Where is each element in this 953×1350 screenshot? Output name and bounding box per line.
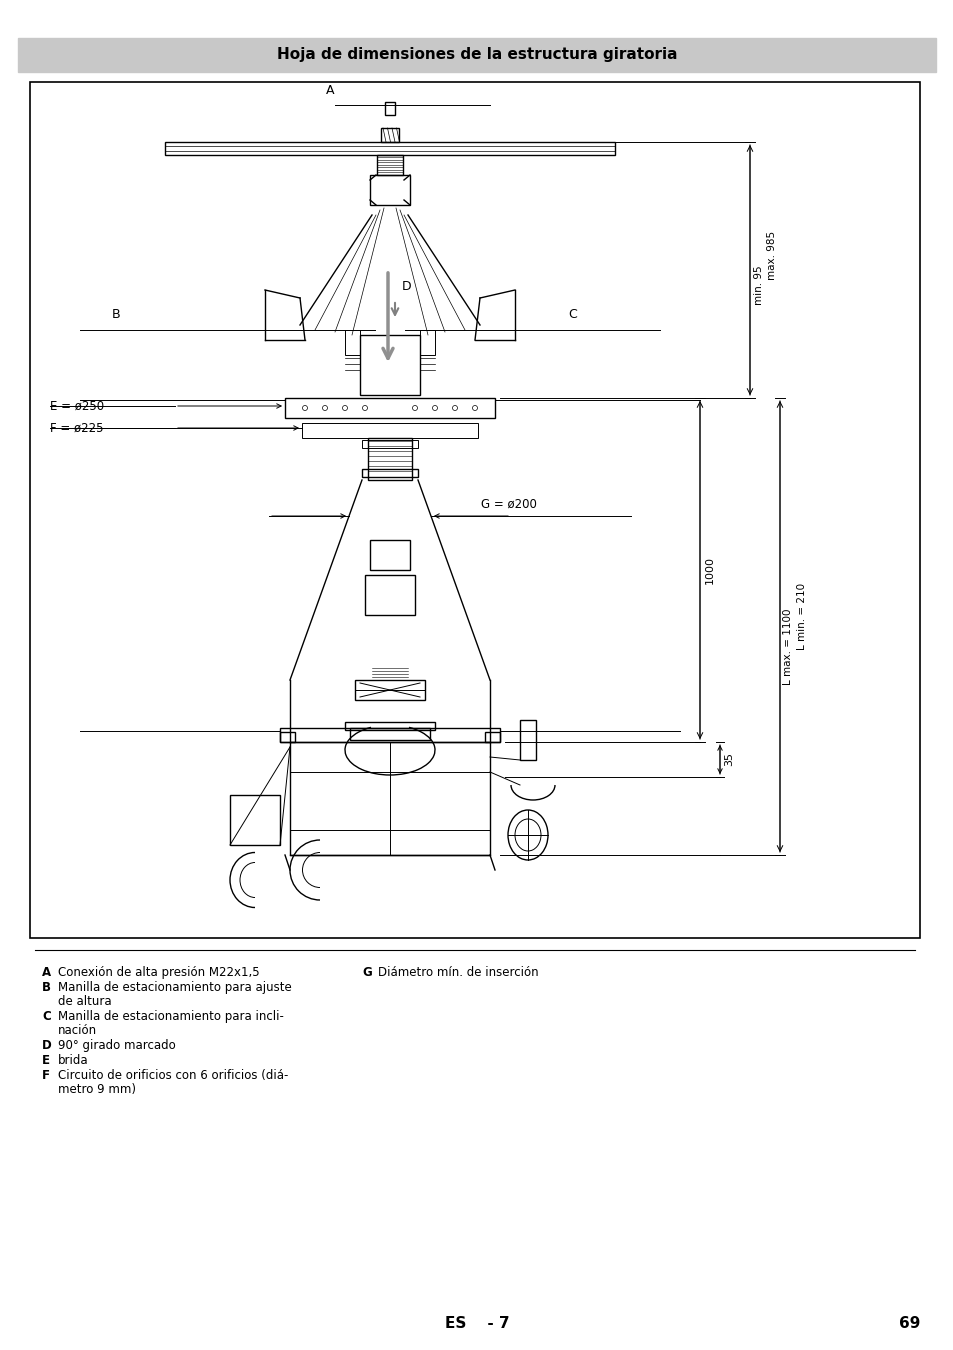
Text: G = ø200: G = ø200 bbox=[480, 498, 537, 510]
Bar bbox=[370, 540, 410, 570]
Bar bbox=[302, 423, 477, 437]
Text: Circuito de orificios con 6 orificios (diá-: Circuito de orificios con 6 orificios (d… bbox=[58, 1069, 288, 1081]
Bar bbox=[368, 437, 412, 481]
Bar bbox=[165, 142, 615, 155]
Text: 69: 69 bbox=[899, 1315, 920, 1331]
Text: D: D bbox=[401, 279, 411, 293]
Text: B: B bbox=[42, 981, 51, 994]
Text: L max. = 1100: L max. = 1100 bbox=[782, 609, 792, 684]
Text: brida: brida bbox=[58, 1054, 89, 1067]
Bar bbox=[370, 176, 410, 205]
Text: F: F bbox=[42, 1069, 50, 1081]
Text: 1000: 1000 bbox=[704, 556, 714, 585]
Bar bbox=[365, 575, 415, 616]
Bar bbox=[290, 743, 490, 855]
Text: max. 985: max. 985 bbox=[766, 231, 776, 279]
Text: 90° girado marcado: 90° girado marcado bbox=[58, 1040, 175, 1052]
Bar bbox=[280, 728, 499, 743]
Bar bbox=[345, 329, 359, 355]
Text: de altura: de altura bbox=[58, 995, 112, 1008]
Text: B: B bbox=[112, 308, 120, 321]
Bar bbox=[230, 795, 280, 845]
Text: ES    - 7: ES - 7 bbox=[444, 1315, 509, 1331]
Bar bbox=[519, 720, 536, 760]
Text: C: C bbox=[42, 1010, 51, 1023]
Bar bbox=[385, 103, 395, 115]
Bar bbox=[361, 468, 417, 477]
Text: A: A bbox=[42, 967, 51, 979]
Text: metro 9 mm): metro 9 mm) bbox=[58, 1083, 136, 1096]
Bar bbox=[484, 732, 499, 742]
Text: D: D bbox=[42, 1040, 51, 1052]
Bar bbox=[361, 440, 417, 448]
Bar bbox=[355, 680, 424, 701]
Bar bbox=[18, 38, 935, 72]
Bar bbox=[419, 329, 435, 355]
Bar bbox=[376, 155, 402, 176]
Bar bbox=[345, 722, 435, 730]
Text: A: A bbox=[325, 84, 334, 97]
Text: Conexión de alta presión M22x1,5: Conexión de alta presión M22x1,5 bbox=[58, 967, 259, 979]
Text: G: G bbox=[361, 967, 372, 979]
Bar bbox=[280, 732, 294, 742]
Text: 35: 35 bbox=[723, 752, 733, 767]
Text: F = ø225: F = ø225 bbox=[50, 421, 103, 435]
Text: E: E bbox=[42, 1054, 50, 1067]
Text: L min. = 210: L min. = 210 bbox=[796, 583, 806, 651]
Text: Manilla de estacionamiento para incli-: Manilla de estacionamiento para incli- bbox=[58, 1010, 284, 1023]
Text: Manilla de estacionamiento para ajuste: Manilla de estacionamiento para ajuste bbox=[58, 981, 292, 994]
Text: Diámetro mín. de inserción: Diámetro mín. de inserción bbox=[377, 967, 538, 979]
Text: min. 95: min. 95 bbox=[753, 265, 763, 305]
Bar bbox=[30, 82, 919, 938]
Bar bbox=[359, 335, 419, 396]
Text: nación: nación bbox=[58, 1025, 97, 1037]
Bar bbox=[380, 128, 398, 142]
Text: C: C bbox=[567, 308, 577, 321]
Bar bbox=[285, 398, 495, 418]
Text: E = ø250: E = ø250 bbox=[50, 400, 104, 413]
Text: Hoja de dimensiones de la estructura giratoria: Hoja de dimensiones de la estructura gir… bbox=[276, 47, 677, 62]
Bar bbox=[350, 728, 430, 740]
